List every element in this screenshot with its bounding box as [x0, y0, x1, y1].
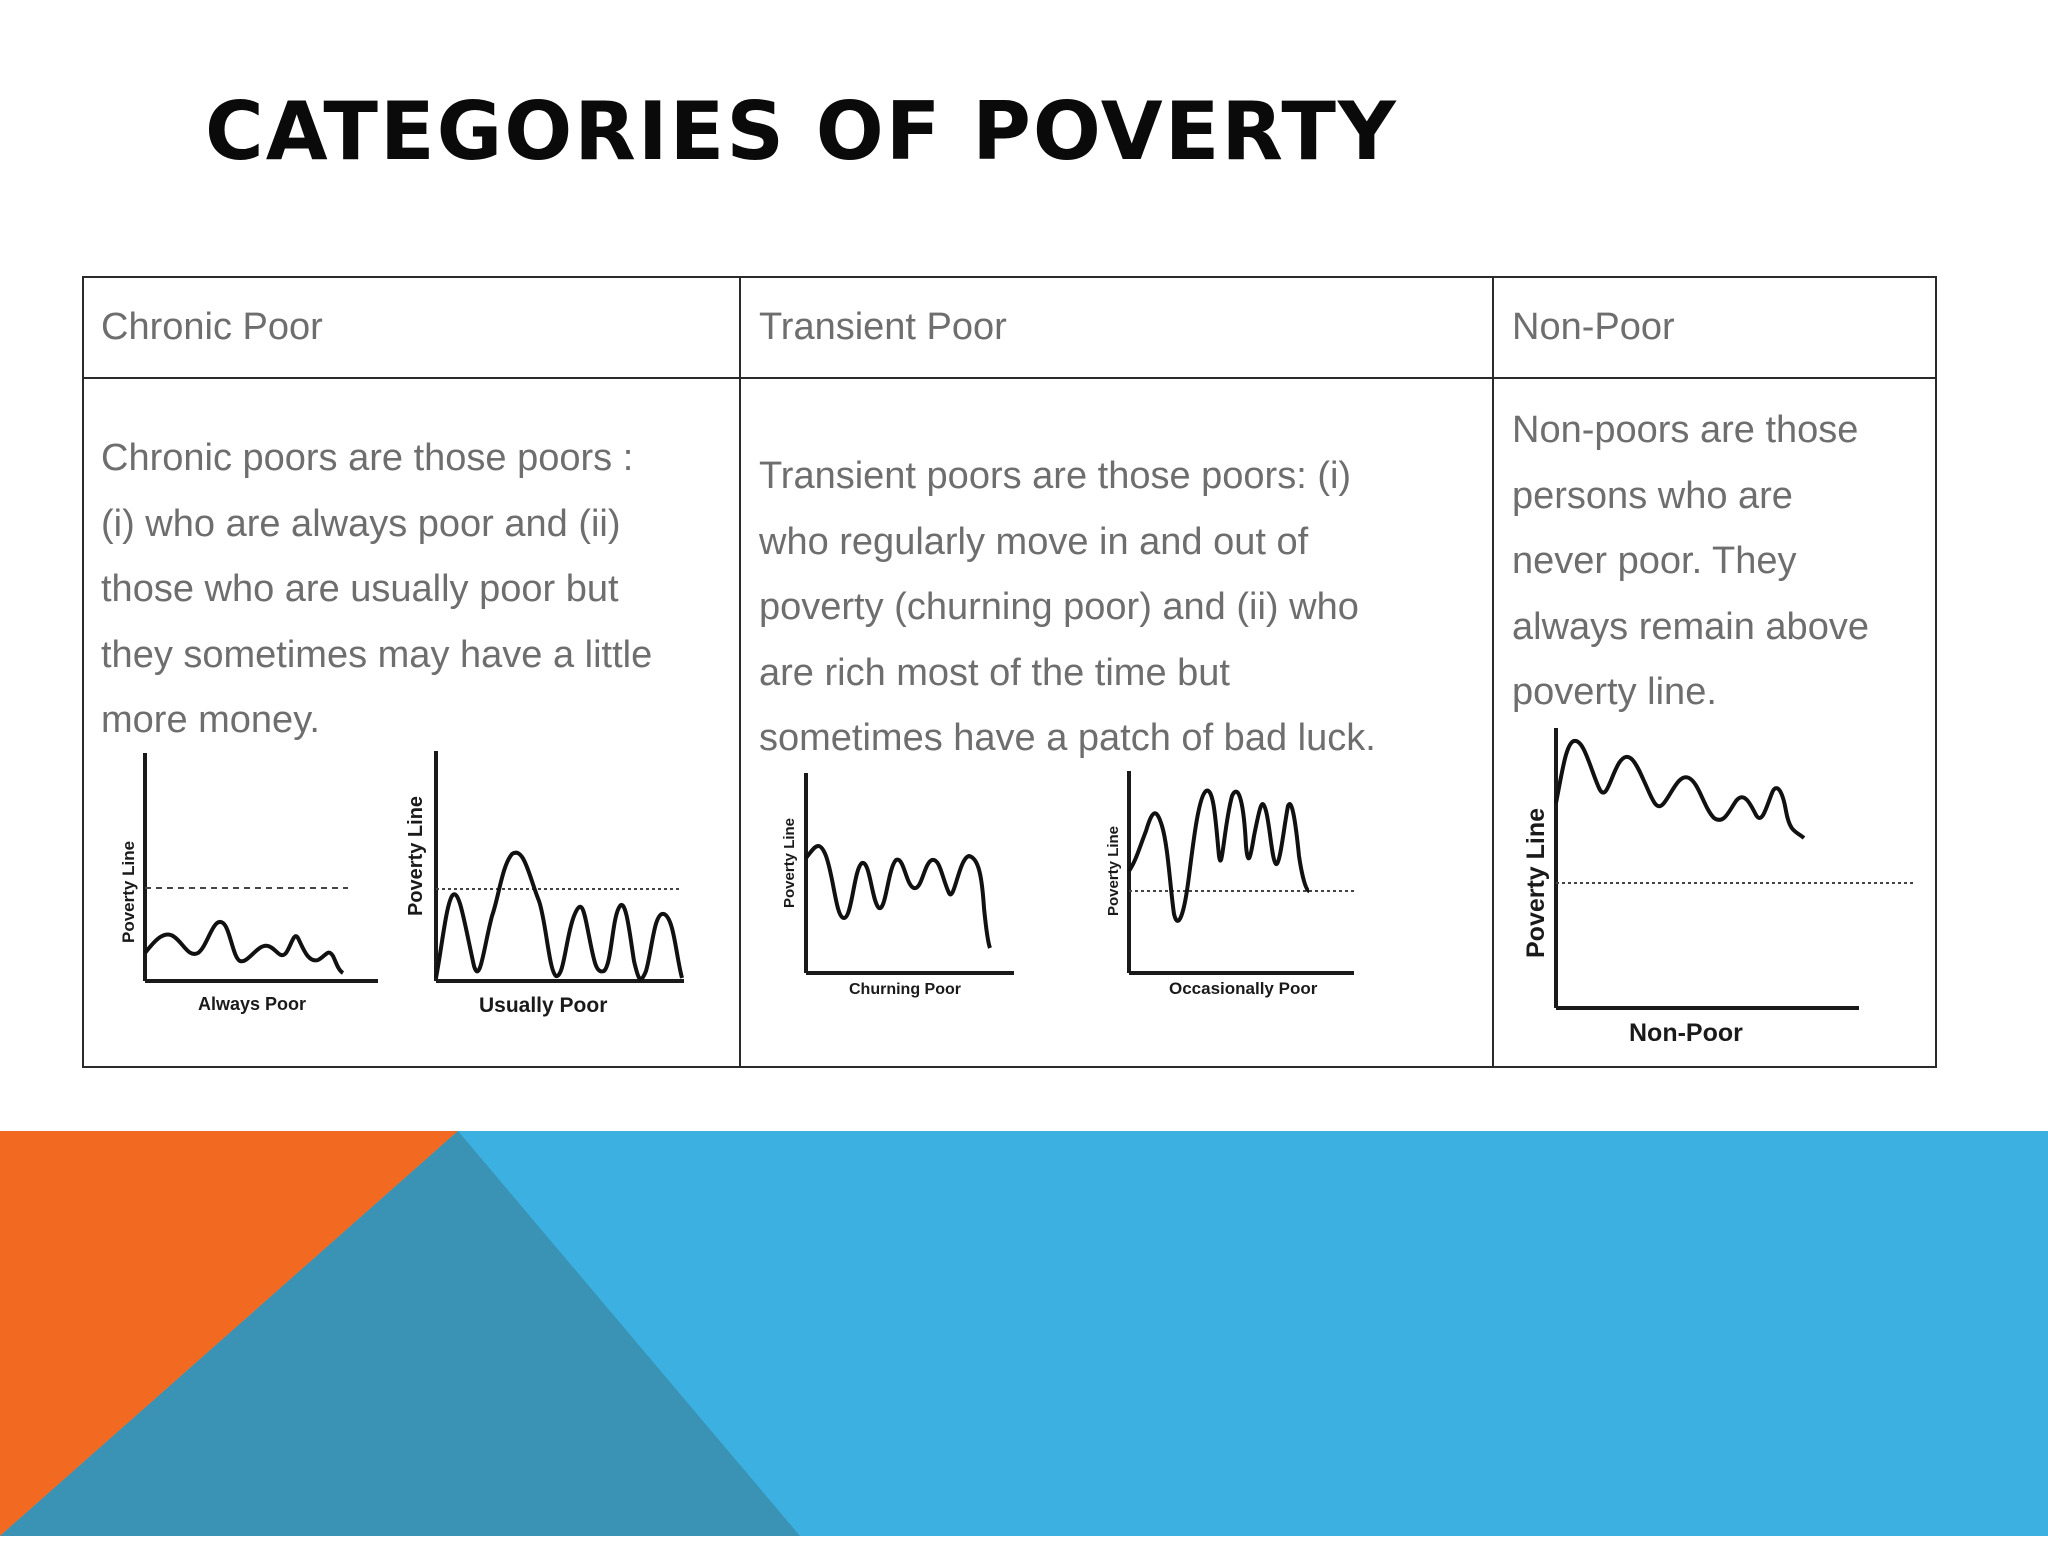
y-axis-label: Poverty Line	[781, 818, 798, 908]
slide-title: CATEGORIES OF POVERTY	[205, 85, 1398, 178]
column-divider	[1492, 278, 1494, 1066]
y-axis-label: Poverty Line	[1105, 826, 1122, 916]
always-poor-chart: Poverty Line Always Poor	[98, 748, 378, 1028]
poverty-categories-table: Chronic Poor Chronic poors are those poo…	[82, 276, 1937, 1068]
churning-poor-chart: Poverty Line Churning Poor	[764, 768, 1024, 1013]
income-curve	[434, 850, 684, 981]
y-axis-label: Poverty Line	[1522, 808, 1550, 958]
y-axis-label: Poverty Line	[405, 796, 427, 916]
usually-poor-chart: Poverty Line Usually Poor	[384, 746, 684, 1031]
x-axis-label: Usually Poor	[479, 994, 607, 1017]
column-divider	[739, 278, 741, 1066]
non-poor-chart: Poverty Line Non-Poor	[1504, 723, 1924, 1048]
header-transient-poor: Transient Poor	[759, 306, 1007, 348]
decorative-footer-band	[0, 1131, 2048, 1536]
x-axis-label: Churning Poor	[849, 981, 961, 998]
income-curve	[1554, 739, 1806, 840]
income-curve	[143, 919, 345, 975]
chronic-poor-description: Chronic poors are those poors : (i) who …	[101, 437, 653, 741]
x-axis-label: Occasionally Poor	[1169, 979, 1318, 998]
non-poor-description: Non-poors are those persons who are neve…	[1512, 409, 1869, 713]
header-divider	[84, 377, 1935, 379]
x-axis-label: Always Poor	[198, 994, 306, 1014]
teal-triangle	[0, 1131, 800, 1536]
header-non-poor: Non-Poor	[1512, 306, 1675, 348]
x-axis-label: Non-Poor	[1629, 1019, 1743, 1047]
header-chronic-poor: Chronic Poor	[101, 306, 323, 348]
income-curve	[804, 844, 992, 949]
y-axis-label: Poverty Line	[119, 841, 138, 943]
income-curve	[1127, 788, 1311, 923]
transient-poor-description: Transient poors are those poors: (i) who…	[759, 455, 1376, 759]
occasionally-poor-chart: Poverty Line Occasionally Poor	[1074, 766, 1364, 1016]
